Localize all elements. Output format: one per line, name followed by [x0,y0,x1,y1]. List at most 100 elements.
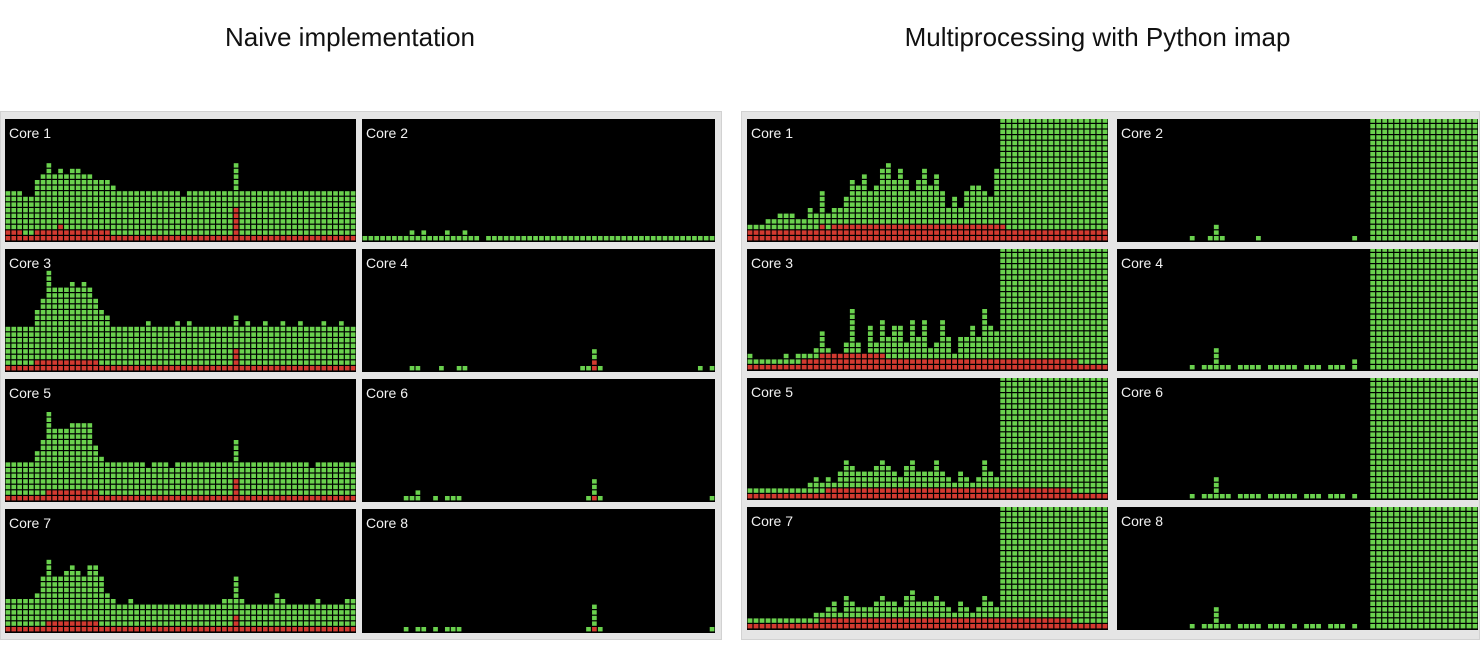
user-cell [75,610,81,615]
user-cell [151,230,157,235]
user-cell [17,202,22,207]
user-cell [93,202,98,207]
user-cell [1054,196,1060,202]
user-cell [1060,180,1066,185]
user-cell [40,582,46,587]
user-cell [1000,466,1006,471]
system-cell [795,230,801,235]
user-cell [928,208,933,213]
user-cell [1388,146,1394,151]
system-cell [970,236,976,241]
user-cell [46,434,52,439]
user-cell [1006,432,1012,437]
user-cell [1370,342,1376,347]
user-cell [910,331,915,336]
user-cell [5,196,11,202]
user-cell [1406,119,1412,123]
user-cell [1006,224,1012,230]
user-cell [46,202,52,207]
user-cell [169,343,175,348]
user-cell [298,208,303,213]
user-cell [1412,129,1418,134]
user-cell [245,321,251,326]
user-cell [146,468,151,473]
user-cell [1006,314,1012,319]
system-cell [771,236,777,241]
user-cell [843,482,849,488]
user-cell [227,326,233,332]
user-cell [946,348,951,353]
user-cell [1370,365,1376,370]
user-cell [122,479,128,484]
user-cell [759,224,765,230]
user-cell [1102,258,1108,263]
user-cell [1072,303,1078,308]
user-cell [964,191,970,196]
user-cell [29,621,34,626]
system-cell [46,496,52,501]
user-cell [982,196,988,202]
user-cell [216,490,221,495]
user-cell [69,593,75,598]
user-cell [1000,281,1006,286]
user-cell [227,224,233,230]
user-cell [64,349,69,354]
user-cell [988,337,994,342]
user-cell [216,484,221,490]
user-cell [1388,135,1394,140]
user-cell [1060,460,1066,465]
user-cell [910,353,915,359]
user-cell [1012,124,1018,129]
user-cell [1382,303,1388,308]
user-cell [1418,348,1424,353]
system-cell [795,236,801,241]
user-cell [922,213,927,218]
user-cell [1472,129,1478,134]
user-cell [1024,331,1030,336]
user-cell [1006,438,1012,443]
user-cell [40,315,46,320]
system-cell [837,353,843,359]
user-cell [904,185,909,190]
system-cell [940,236,945,241]
user-cell [1394,348,1400,353]
user-cell [1084,309,1090,314]
user-cell [1006,404,1012,409]
user-cell [52,298,58,304]
user-cell [1054,421,1060,426]
user-cell [843,208,849,213]
user-cell [879,460,885,465]
user-cell [1000,382,1006,387]
system-cell [873,224,879,230]
user-cell [1048,415,1054,420]
system-cell [1090,365,1096,370]
user-cell [75,349,81,354]
user-cell [257,326,262,332]
user-cell [46,298,52,304]
system-cell [210,627,215,632]
user-cell [175,610,180,615]
user-cell [1048,269,1054,275]
user-cell [186,202,192,207]
system-cell [87,490,93,495]
user-cell [1406,292,1412,297]
user-cell [934,196,939,202]
user-cell [867,471,873,476]
user-cell [1418,124,1424,129]
user-cell [40,321,46,326]
user-cell [1430,320,1436,325]
user-cell [186,484,192,490]
system-cell [81,496,87,501]
user-cell [597,627,603,632]
user-cell [292,213,297,218]
system-cell [988,359,994,364]
user-cell [175,360,180,365]
user-cell [1424,119,1430,123]
user-cell [292,473,297,478]
user-cell [982,337,988,342]
user-cell [309,230,315,235]
user-cell [1072,129,1078,134]
user-cell [303,484,309,490]
system-cell [69,236,75,241]
user-cell [210,360,215,365]
